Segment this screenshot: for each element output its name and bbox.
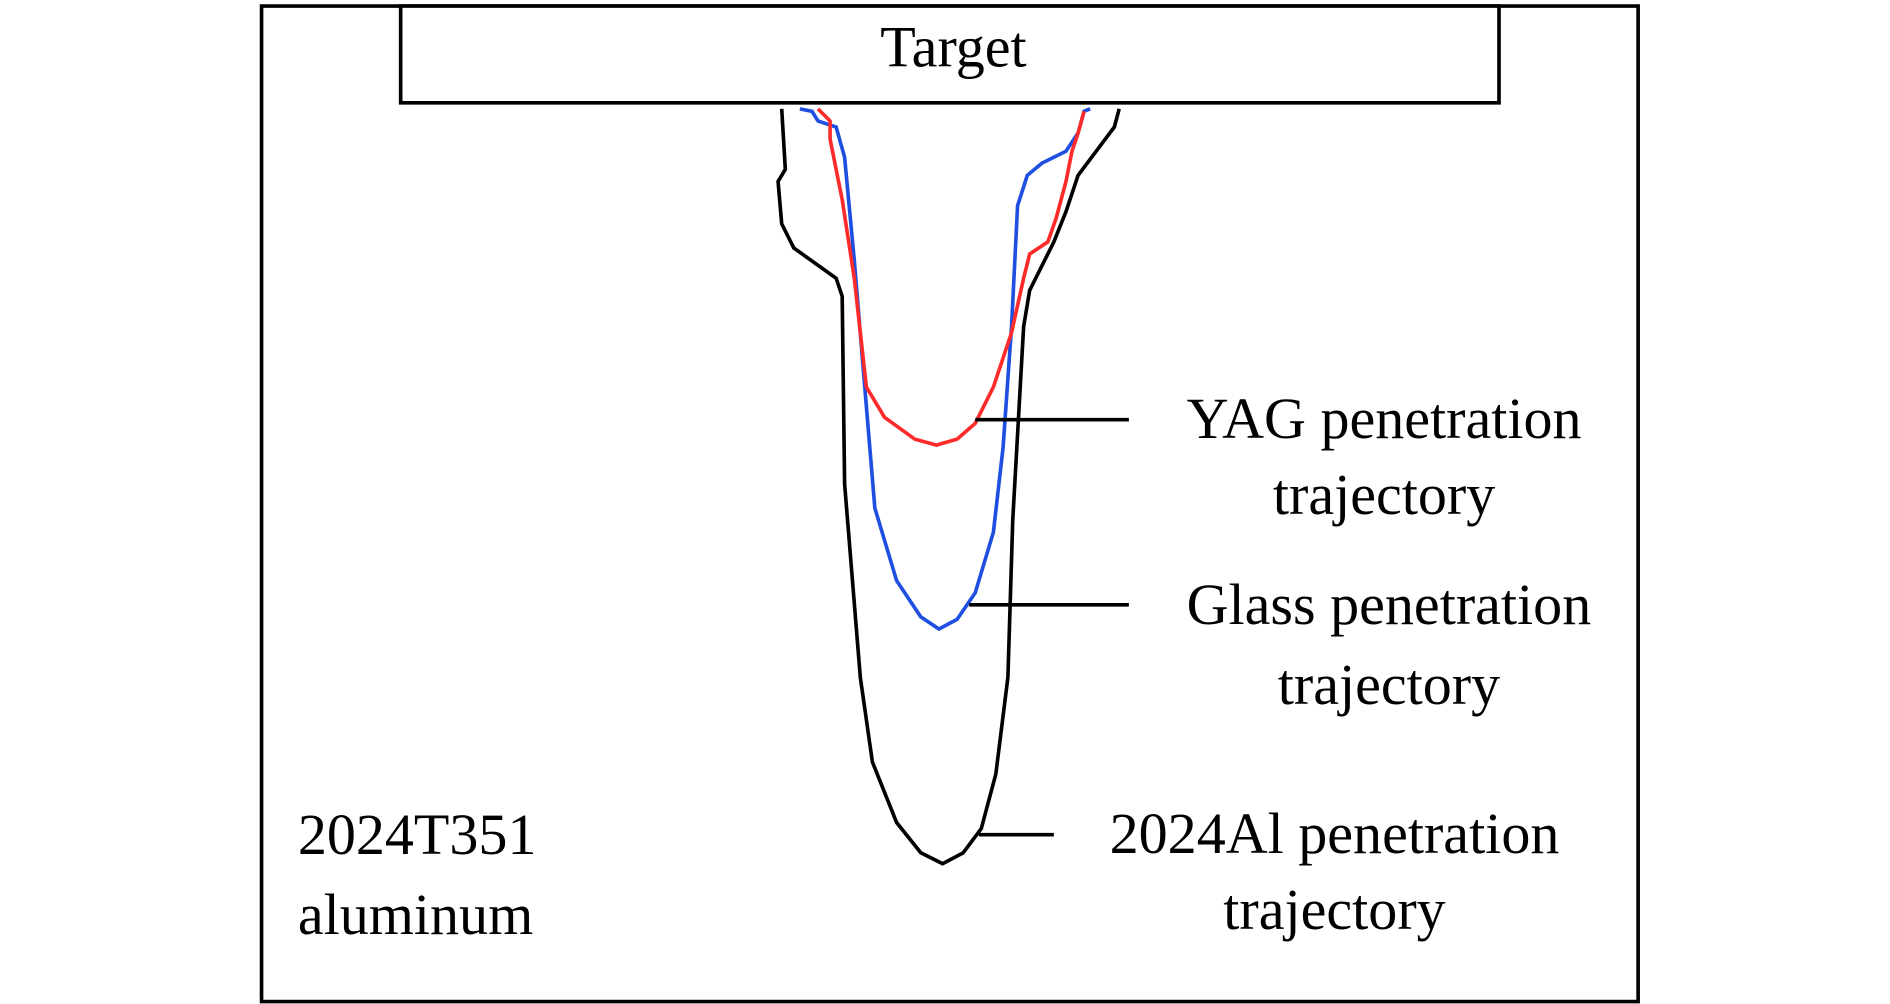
glass-label-line2: trajectory bbox=[1278, 652, 1500, 717]
al-label-line1: 2024Al penetration bbox=[1110, 801, 1560, 866]
target-label: Target bbox=[880, 15, 1026, 80]
target-box bbox=[398, 4, 1501, 105]
yag-trajectory-curve bbox=[816, 107, 1086, 448]
yag-label-line1: YAG penetration bbox=[1187, 386, 1582, 451]
glass-trajectory-curve bbox=[799, 107, 1091, 632]
2024al-trajectory-curve bbox=[776, 108, 1121, 866]
al-label-line2: trajectory bbox=[1223, 877, 1445, 942]
glass-label-line1: Glass penetration bbox=[1187, 572, 1592, 637]
yag-label-line2: trajectory bbox=[1273, 462, 1495, 527]
material-label-line2: aluminum bbox=[298, 882, 533, 947]
material-label-line1: 2024T351 bbox=[298, 802, 537, 867]
